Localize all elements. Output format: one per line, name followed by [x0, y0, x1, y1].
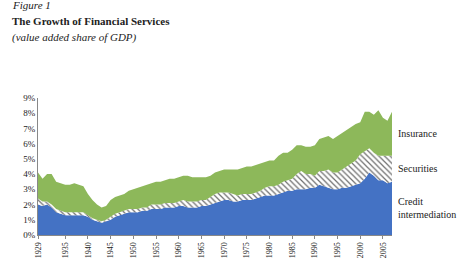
svg-text:Figure 1: Figure 1 [12, 0, 51, 11]
svg-text:1975: 1975 [242, 242, 251, 258]
svg-text:2%: 2% [23, 200, 36, 210]
svg-text:1985: 1985 [288, 242, 297, 258]
svg-text:Securities: Securities [398, 163, 438, 174]
svg-text:1960: 1960 [174, 242, 183, 258]
svg-text:6%: 6% [23, 139, 36, 149]
svg-text:1935: 1935 [61, 242, 70, 258]
svg-text:2005: 2005 [379, 242, 388, 258]
svg-text:1955: 1955 [152, 242, 161, 258]
svg-text:0%: 0% [23, 230, 36, 240]
svg-text:1965: 1965 [197, 242, 206, 258]
svg-text:8%: 8% [23, 108, 36, 118]
svg-text:1940: 1940 [84, 242, 93, 258]
svg-text:The Growth of Financial Servic: The Growth of Financial Services [12, 15, 170, 27]
svg-text:7%: 7% [23, 124, 36, 134]
svg-text:1950: 1950 [129, 242, 138, 258]
svg-text:1929: 1929 [34, 242, 43, 258]
svg-text:1970: 1970 [220, 242, 229, 258]
svg-text:1980: 1980 [265, 242, 274, 258]
svg-text:1990: 1990 [310, 242, 319, 258]
svg-text:Creditintermediation: Creditintermediation [398, 196, 456, 220]
svg-text:5%: 5% [23, 154, 36, 164]
svg-text:Insurance: Insurance [398, 128, 437, 139]
svg-text:(value added share of GDP): (value added share of GDP) [12, 31, 137, 44]
svg-text:1945: 1945 [106, 242, 115, 258]
svg-text:3%: 3% [23, 184, 36, 194]
svg-text:4%: 4% [23, 169, 36, 179]
svg-text:2000: 2000 [356, 242, 365, 258]
svg-text:9%: 9% [23, 93, 36, 103]
svg-text:1%: 1% [23, 215, 36, 225]
svg-text:1995: 1995 [333, 242, 342, 258]
